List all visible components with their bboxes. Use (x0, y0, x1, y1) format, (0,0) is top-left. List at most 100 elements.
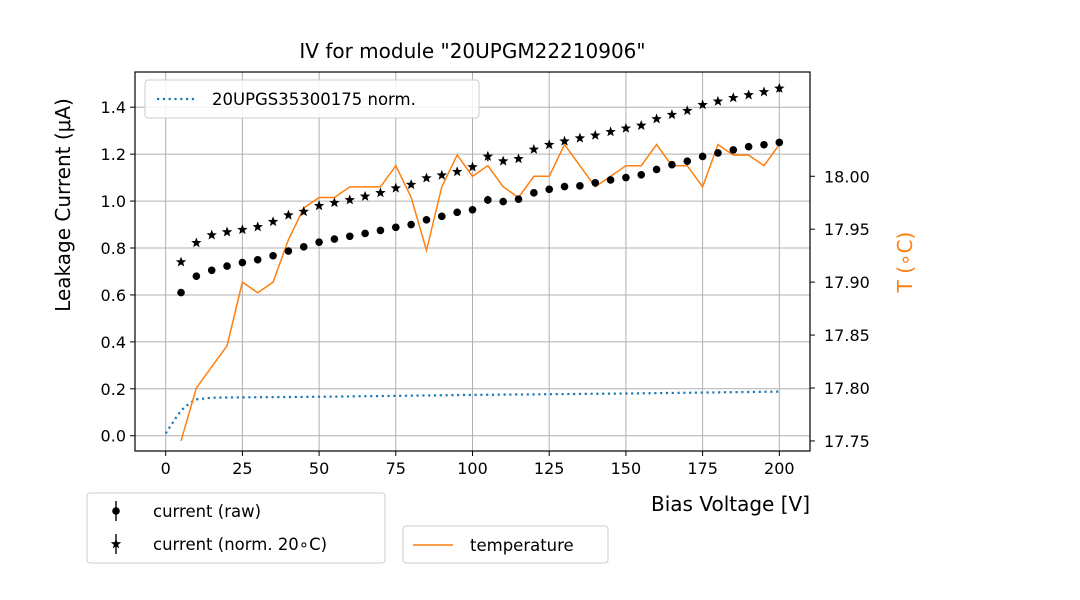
norm-current-point (221, 226, 233, 237)
legend-temperature: temperature (402, 525, 609, 564)
y-tick-label: 0.6 (101, 286, 126, 305)
norm-current-point (451, 166, 463, 177)
raw-current-point (499, 197, 507, 206)
norm-current-point (421, 172, 432, 183)
norm-current-point (467, 161, 478, 172)
x-tick-label: 0 (161, 459, 171, 478)
raw-current-point (269, 251, 277, 260)
raw-current-point (330, 235, 339, 243)
raw-current-point (223, 262, 231, 270)
x-axis-title: Bias Voltage [V] (651, 492, 810, 516)
x-tick-label: 175 (687, 459, 718, 478)
y2-tick-label: 17.75 (824, 432, 870, 451)
raw-current-point (284, 247, 293, 255)
x-tick-label: 100 (457, 459, 488, 478)
norm-current-point (191, 237, 202, 248)
y2-tick-label: 18.00 (824, 167, 870, 186)
norm-current-point (528, 143, 540, 154)
y-tick-label: 1.4 (101, 98, 126, 117)
raw-current-point (207, 266, 216, 275)
y-tick-label: 0.2 (101, 380, 126, 399)
norm-current-point (298, 206, 309, 217)
norm-current-point (283, 209, 294, 220)
y-tick-label: 0.0 (101, 427, 126, 446)
raw-current-point (438, 212, 446, 221)
raw-current-point (545, 185, 554, 194)
raw-current-point (192, 272, 201, 280)
raw-current-point (637, 170, 646, 179)
raw-current-point (253, 255, 262, 264)
norm-current-point (712, 95, 724, 106)
legend-raw-label: current (raw) (153, 502, 261, 521)
raw-current-point (576, 182, 584, 190)
raw-current-point (744, 142, 753, 151)
temperature-line (180, 143, 780, 442)
legend-current: current (raw) current (norm. 20∘C) (86, 492, 386, 564)
norm-current-point (175, 256, 187, 267)
norm-current-point (267, 216, 279, 227)
x-tick-label: 150 (611, 459, 642, 478)
raw-current-point (315, 238, 323, 246)
y-tick-label: 0.8 (101, 239, 126, 258)
legend-norm-marker (110, 538, 122, 549)
norm-current-point (620, 122, 632, 133)
norm-current-point (344, 194, 355, 205)
norm-current-point (359, 190, 371, 201)
raw-current-point (345, 232, 354, 241)
raw-current-point (530, 189, 538, 197)
raw-current-point (453, 208, 461, 217)
axis-ticks: 0 25 50 75 100 125 150 175 200 0.0 0.2 0.4 0.6 0.8 1.0… (101, 98, 870, 478)
raw-current-point (361, 229, 369, 238)
y-tick-label: 1.2 (101, 145, 126, 164)
norm-current-point (436, 169, 448, 180)
y2-tick-label: 17.80 (824, 379, 870, 398)
norm-current-point (697, 99, 708, 110)
norm-current-point (636, 120, 647, 130)
norm-current-point (651, 113, 662, 124)
raw-current-point (484, 196, 492, 204)
raw-current-point (591, 178, 600, 187)
norm-current-point (497, 155, 509, 166)
raw-current-point (391, 223, 400, 232)
x-tick-label: 25 (232, 459, 252, 478)
raw-current-point (422, 216, 431, 224)
x-tick-label: 75 (386, 459, 406, 478)
y-tick-label: 0.4 (101, 333, 126, 352)
norm-current-point (728, 92, 739, 103)
raw-current-point (514, 195, 523, 203)
legend-temperature-label: temperature (470, 536, 574, 555)
raw-current-point (668, 160, 676, 169)
grid-lines (135, 72, 810, 451)
plot-series (164, 82, 785, 442)
raw-current-point (683, 157, 692, 165)
legend-reference: 20UPGS35300175 norm. (144, 79, 480, 119)
raw-current-point (238, 258, 247, 267)
raw-current-point (652, 165, 661, 174)
raw-current-point (299, 243, 308, 251)
norm-current-point (252, 221, 263, 232)
legend-reference-label: 20UPGS35300175 norm. (212, 90, 416, 109)
y2-tick-label: 17.95 (824, 220, 870, 239)
norm-current-point (329, 197, 340, 208)
legend-raw-marker (112, 507, 120, 515)
norm-current-point (559, 135, 570, 146)
norm-current-point (313, 200, 325, 211)
norm-current-point (682, 105, 693, 116)
chart-title: IV for module "20UPGM22210906" (299, 39, 645, 63)
y-tick-label: 1.0 (101, 192, 126, 211)
norm-current-point (605, 126, 616, 137)
y2-tick-label: 17.90 (824, 273, 870, 292)
norm-current-point (666, 109, 678, 120)
raw-current-point (760, 140, 768, 149)
norm-current-point (543, 139, 555, 150)
y-axis-title: Leakage Current (μA) (51, 98, 75, 312)
x-tick-label: 200 (764, 459, 795, 478)
norm-current-point (390, 182, 402, 193)
raw-current-point (177, 288, 185, 297)
y2-tick-label: 17.85 (824, 326, 870, 345)
raw-current-point (407, 220, 415, 229)
raw-current-point (775, 138, 784, 147)
raw-current-point (729, 146, 738, 154)
raw-current-point (606, 176, 615, 184)
norm-current-point (482, 150, 494, 161)
